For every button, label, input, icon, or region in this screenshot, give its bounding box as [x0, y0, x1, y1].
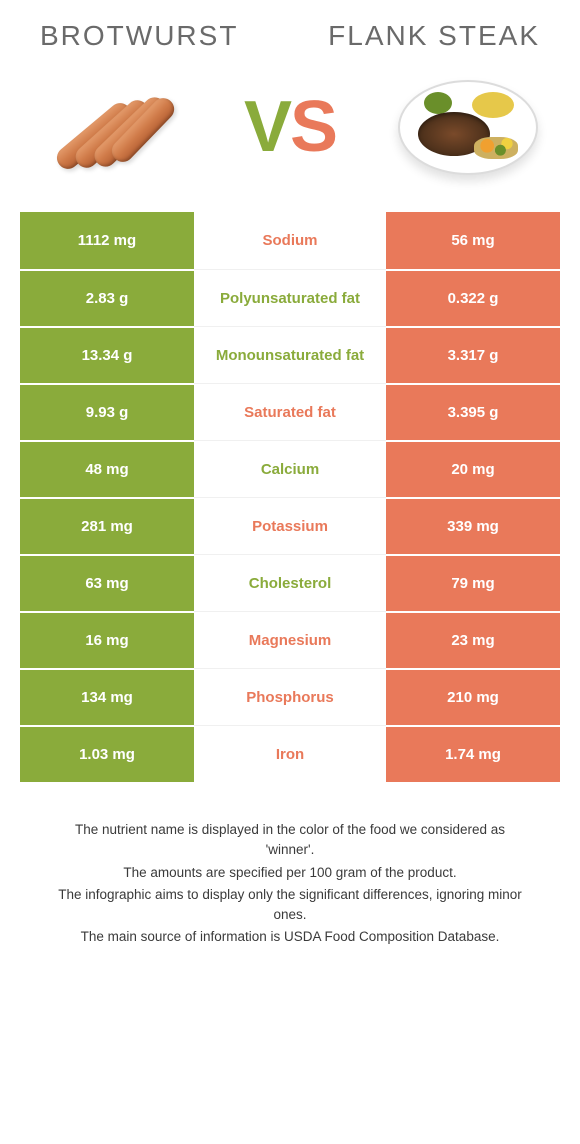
- right-value-cell: 56 mg: [386, 212, 560, 269]
- table-row: 9.93 gSaturated fat3.395 g: [20, 383, 560, 440]
- left-food-title: Brotwurst: [40, 20, 238, 52]
- nutrient-label-cell: Saturated fat: [194, 383, 386, 440]
- nutrient-comparison-table: 1112 mgSodium56 mg2.83 gPolyunsaturated …: [20, 212, 560, 782]
- right-food-image: [395, 72, 540, 182]
- footnote-line: The nutrient name is displayed in the co…: [50, 820, 530, 861]
- nutrient-label-cell: Calcium: [194, 440, 386, 497]
- table-row: 63 mgCholesterol79 mg: [20, 554, 560, 611]
- nutrient-label-cell: Magnesium: [194, 611, 386, 668]
- left-value-cell: 63 mg: [20, 554, 194, 611]
- table-row: 134 mgPhosphorus210 mg: [20, 668, 560, 725]
- right-value-cell: 23 mg: [386, 611, 560, 668]
- nutrient-label-cell: Cholesterol: [194, 554, 386, 611]
- left-value-cell: 48 mg: [20, 440, 194, 497]
- table-row: 13.34 gMonounsaturated fat3.317 g: [20, 326, 560, 383]
- right-value-cell: 3.317 g: [386, 326, 560, 383]
- nutrient-label-cell: Polyunsaturated fat: [194, 269, 386, 326]
- table-row: 48 mgCalcium20 mg: [20, 440, 560, 497]
- left-value-cell: 9.93 g: [20, 383, 194, 440]
- infographic-container: Brotwurst Flank steak VS 1112 mgSodium56…: [0, 0, 580, 970]
- footnote: The nutrient name is displayed in the co…: [20, 782, 560, 948]
- table-row: 281 mgPotassium339 mg: [20, 497, 560, 554]
- left-value-cell: 134 mg: [20, 668, 194, 725]
- left-value-cell: 281 mg: [20, 497, 194, 554]
- brotwurst-illustration: [43, 77, 183, 177]
- nutrient-label-cell: Phosphorus: [194, 668, 386, 725]
- left-value-cell: 16 mg: [20, 611, 194, 668]
- right-value-cell: 1.74 mg: [386, 725, 560, 782]
- footnote-line: The amounts are specified per 100 gram o…: [50, 863, 530, 883]
- left-value-cell: 13.34 g: [20, 326, 194, 383]
- table-row: 1112 mgSodium56 mg: [20, 212, 560, 269]
- nutrient-label-cell: Iron: [194, 725, 386, 782]
- left-value-cell: 2.83 g: [20, 269, 194, 326]
- left-value-cell: 1112 mg: [20, 212, 194, 269]
- footnote-line: The main source of information is USDA F…: [50, 927, 530, 947]
- flank-steak-illustration: [398, 80, 538, 175]
- table-row: 16 mgMagnesium23 mg: [20, 611, 560, 668]
- nutrient-label-cell: Sodium: [194, 212, 386, 269]
- title-row: Brotwurst Flank steak: [20, 20, 560, 62]
- right-value-cell: 79 mg: [386, 554, 560, 611]
- nutrient-label-cell: Potassium: [194, 497, 386, 554]
- vs-v: V: [244, 87, 290, 167]
- footnote-line: The infographic aims to display only the…: [50, 885, 530, 926]
- right-food-title: Flank steak: [328, 20, 540, 52]
- vs-s: S: [290, 87, 336, 167]
- left-food-image: [40, 72, 185, 182]
- right-value-cell: 3.395 g: [386, 383, 560, 440]
- nutrient-label-cell: Monounsaturated fat: [194, 326, 386, 383]
- right-value-cell: 0.322 g: [386, 269, 560, 326]
- vs-label: VS: [244, 91, 336, 163]
- right-value-cell: 339 mg: [386, 497, 560, 554]
- left-value-cell: 1.03 mg: [20, 725, 194, 782]
- table-row: 1.03 mgIron1.74 mg: [20, 725, 560, 782]
- hero-row: VS: [20, 62, 560, 212]
- right-value-cell: 210 mg: [386, 668, 560, 725]
- table-row: 2.83 gPolyunsaturated fat0.322 g: [20, 269, 560, 326]
- right-value-cell: 20 mg: [386, 440, 560, 497]
